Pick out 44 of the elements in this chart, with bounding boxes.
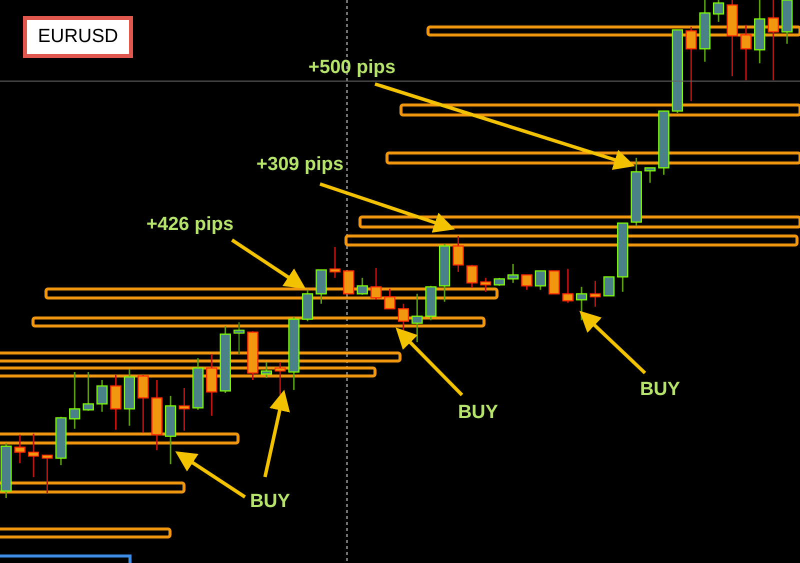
candlestick [110,374,122,431]
candlestick [534,270,546,291]
candlestick [521,274,532,291]
candlestick [42,454,53,494]
candlestick [452,235,464,273]
candlestick [576,286,588,321]
candlestick [644,167,656,184]
candlestick [82,371,94,412]
candlestick [398,303,410,331]
annotation: +500 pips [308,57,396,78]
annotation: +426 pips [146,214,234,235]
candlestick [69,371,80,430]
candlestick [178,387,190,432]
candlestick [412,293,423,343]
candlestick [507,263,519,284]
candlestick [329,246,340,279]
annotation: +309 pips [256,154,344,175]
candlestick [740,24,752,81]
candlestick [343,270,354,294]
candlestick [768,0,779,81]
annotation: BUY [458,402,498,423]
candlestick [466,264,478,289]
candlestick [562,268,574,304]
candlestick [603,276,615,296]
candlestick [96,379,108,413]
annotation: BUY [250,491,290,512]
candlestick [590,280,601,308]
candlestick [234,321,245,355]
annotation: BUY [640,379,680,400]
candlestick [274,361,286,396]
candlestick [356,277,368,296]
candlestick [260,361,272,379]
candlestick [712,0,724,23]
candlestick [384,288,396,310]
candlestick [316,269,327,305]
candlestick [686,26,697,102]
candlestick [548,270,560,294]
candlestick [14,434,26,464]
candlestick [28,433,40,478]
candlestick [370,267,382,301]
candlestick [206,353,218,417]
text: EURUSD [23,16,133,58]
candlestick [138,374,149,434]
candlestick [480,277,492,293]
